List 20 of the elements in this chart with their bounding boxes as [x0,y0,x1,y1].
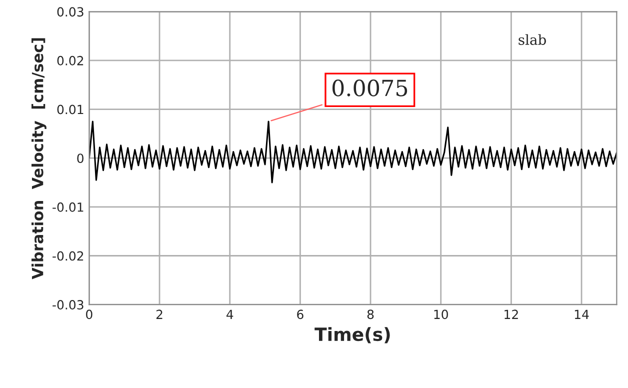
y-tick-label: 0 [77,154,84,164]
x-tick-label: 0 [86,310,92,320]
y-tick-label: 0.03 [57,7,84,17]
x-tick-label: 8 [367,310,374,320]
x-tick-label: 14 [574,310,589,319]
x-tick-label: 10 [434,310,448,320]
x-tick-label: 6 [297,310,304,320]
y-tick-label: -0.01 [52,202,84,212]
y-tick-label: -0.02 [52,251,84,261]
y-axis-title: Vibration Velocity [cm/sec] [32,38,46,280]
x-tick-label: 2 [156,310,162,319]
x-axis-title: Time(s) [314,327,390,344]
y-tick-label: 0.01 [57,104,84,114]
annotation: slab [518,34,546,45]
y-tick-label: -0.03 [52,300,84,310]
annotation: 0.0075 [332,80,408,96]
x-tick-label: 4 [226,310,234,319]
x-tick-label: 12 [504,310,518,319]
y-tick-label: 0.02 [57,56,84,66]
line-series [89,120,617,184]
